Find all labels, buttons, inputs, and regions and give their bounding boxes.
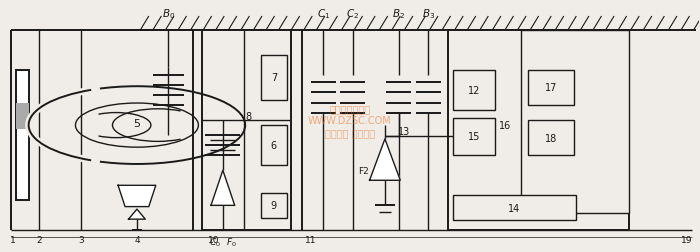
Bar [454,71,496,111]
Bar [528,121,573,155]
Text: F2: F2 [358,166,370,175]
Text: 10: 10 [208,236,220,244]
Text: 5: 5 [134,118,141,128]
Bar [454,196,575,220]
Bar [260,193,287,218]
Text: 2: 2 [36,236,42,244]
Text: $B_2$: $B_2$ [393,7,405,21]
Text: $B_3$: $B_3$ [421,7,435,21]
Bar [16,71,29,201]
Bar [522,31,629,213]
Polygon shape [370,139,400,180]
Text: 4: 4 [134,236,140,244]
Text: $F_0$: $F_0$ [226,236,237,248]
Bar [260,56,287,101]
Text: 1: 1 [10,236,16,244]
Text: 13: 13 [398,127,410,137]
Text: 7: 7 [271,73,277,83]
Text: 18: 18 [545,133,557,143]
Bar [202,31,290,231]
Text: 12: 12 [468,86,480,96]
Text: 15: 15 [468,132,480,142]
Polygon shape [211,171,234,206]
Text: 11: 11 [304,236,316,244]
Text: $C_0$: $C_0$ [209,236,220,248]
Bar [448,31,629,231]
Text: 16: 16 [499,121,511,131]
Text: 维库电子市场网
WWW.DZSC.COM
全球最大 采购网站: 维库电子市场网 WWW.DZSC.COM 全球最大 采购网站 [308,104,392,137]
Text: 19: 19 [681,236,692,244]
Text: 3: 3 [78,236,84,244]
Text: 8: 8 [245,112,251,122]
Text: $B_0$: $B_0$ [162,7,175,21]
Text: 14: 14 [508,203,521,213]
Text: 9: 9 [271,201,277,210]
Bar [528,71,573,106]
Text: 6: 6 [271,141,277,150]
Bar [16,103,29,129]
Polygon shape [129,209,146,219]
Text: 17: 17 [545,83,557,93]
Polygon shape [118,185,156,207]
Bar [260,125,287,166]
Text: $C_2$: $C_2$ [346,7,359,21]
Bar [454,118,496,155]
Text: $C_1$: $C_1$ [317,7,330,21]
